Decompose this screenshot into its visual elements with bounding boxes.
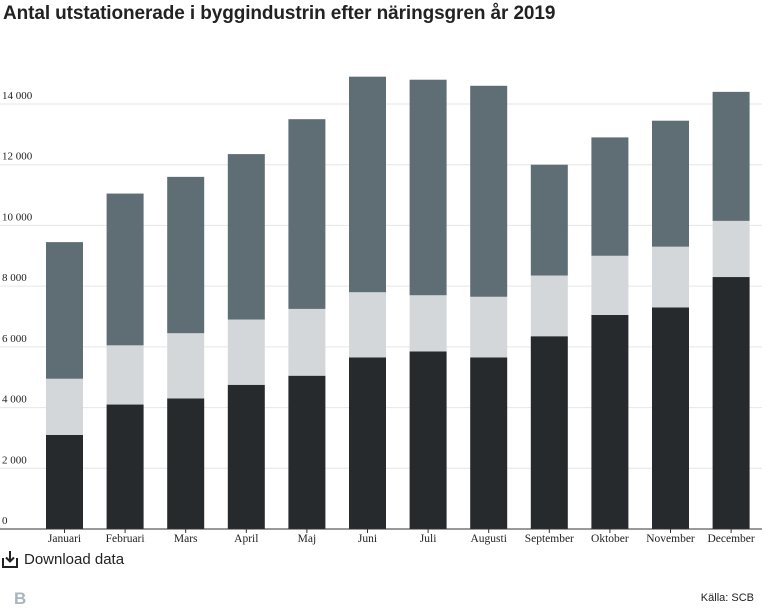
bar-segment — [591, 314, 629, 529]
x-tick-label: November — [646, 533, 695, 545]
bar-segment — [288, 119, 326, 309]
bar-segment — [530, 164, 568, 276]
bar-segment — [591, 137, 629, 256]
y-tick-label: 6 000 — [2, 333, 27, 345]
bar-segment — [167, 176, 205, 334]
x-tick-label: Augusti — [470, 533, 506, 545]
brand-logo: B — [14, 589, 27, 608]
bar-segment — [167, 398, 205, 529]
bar-segment — [712, 220, 750, 278]
bar-segment — [227, 384, 265, 529]
bar-segment — [409, 79, 447, 296]
x-tick-label: Juli — [420, 533, 437, 545]
bar-segment — [409, 351, 447, 529]
bar-segment — [470, 85, 508, 297]
x-tick-label: Mars — [174, 533, 198, 545]
bar-segment — [227, 319, 265, 385]
download-data-button[interactable]: Download data — [0, 549, 124, 569]
x-tick-label: April — [234, 533, 258, 545]
y-tick-label: 14 000 — [2, 90, 33, 102]
chart-title: Antal utstationerade i byggindustrin eft… — [3, 3, 556, 24]
x-tick-label: September — [525, 533, 574, 545]
bar-segment — [349, 76, 386, 293]
y-tick-label: 8 000 — [2, 272, 27, 284]
x-tick-label: Maj — [298, 533, 317, 545]
bar-segment — [349, 292, 386, 358]
y-tick-label: 4 000 — [2, 394, 27, 406]
bar-segment — [349, 357, 386, 529]
x-tick-label: Februari — [106, 533, 145, 545]
x-axis-tick-labels: Januari Februari Mars April Maj Juni Juli Augus… — [48, 529, 755, 545]
x-tick-label: Juni — [358, 533, 377, 545]
x-tick-label: December — [707, 533, 754, 545]
bar-segment — [46, 378, 83, 435]
download-data-label: Download data — [24, 550, 125, 568]
x-tick-label: Oktober — [591, 533, 629, 545]
bar-segment — [470, 357, 508, 529]
y-tick-label: 12 000 — [2, 151, 33, 163]
bar-segment — [470, 296, 508, 358]
bar-segment — [167, 333, 205, 399]
bar-segment — [288, 308, 326, 376]
bar-segment — [106, 345, 144, 405]
bar-segment — [530, 275, 568, 337]
bar-segment — [46, 434, 83, 529]
bar-segment — [652, 120, 689, 247]
y-tick-label: 2 000 — [2, 454, 27, 466]
x-tick-label: Januari — [48, 533, 81, 545]
bar-segment — [227, 154, 265, 320]
source-label: Källa: SCB — [700, 592, 754, 604]
y-axis-tick-labels: 0 2 000 4 000 6 000 8 000 10 000 12 000 14 000 — [2, 90, 33, 527]
bar-segment — [652, 307, 689, 529]
bar-segment — [712, 91, 750, 221]
bar-segment — [46, 242, 83, 379]
bar-segment — [712, 277, 750, 529]
bars — [46, 76, 750, 529]
download-icon — [2, 551, 18, 568]
y-tick-label: 0 — [2, 515, 8, 527]
bar-segment — [409, 295, 447, 352]
bar-segment — [591, 255, 629, 315]
bar-segment — [106, 193, 144, 346]
y-tick-label: 10 000 — [2, 211, 33, 223]
bar-segment — [652, 246, 689, 308]
bar-segment — [530, 336, 568, 529]
bar-segment — [288, 375, 326, 529]
bar-segment — [106, 404, 144, 529]
